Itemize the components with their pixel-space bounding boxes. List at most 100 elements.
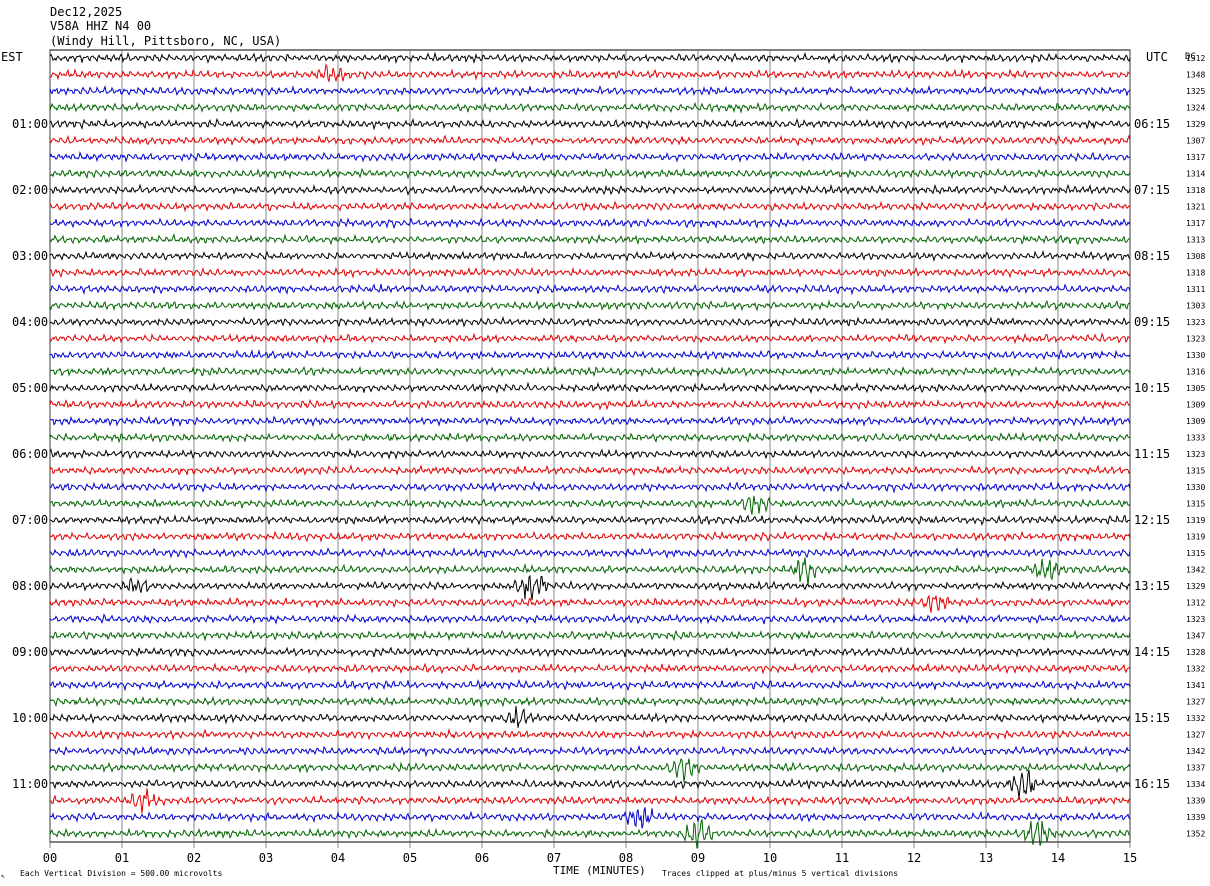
dc-offset-label: 1323	[1186, 615, 1205, 624]
trace-line	[49, 101, 1131, 114]
x-tick-label: 07	[547, 851, 561, 865]
right-hour-label: 12:15	[1134, 513, 1170, 527]
trace-line	[49, 249, 1131, 263]
trace-line	[49, 646, 1131, 658]
dc-offset-label: 1315	[1186, 467, 1205, 476]
dc-offset-label: 1318	[1186, 269, 1205, 278]
trace-line	[49, 769, 1131, 800]
left-hour-label: 04:00	[12, 315, 48, 329]
right-hour-label: 13:15	[1134, 579, 1170, 593]
dc-offset-label: 1330	[1186, 351, 1205, 360]
trace-line	[49, 217, 1131, 230]
trace-line	[49, 117, 1131, 131]
right-hour-label: 09:15	[1134, 315, 1170, 329]
left-hour-label: 05:00	[12, 381, 48, 395]
dc-label: DC	[1185, 52, 1196, 62]
dc-offset-label: 1313	[1186, 236, 1205, 245]
dc-offset-label: 1347	[1186, 632, 1205, 641]
trace-group	[49, 51, 1131, 849]
trace-line	[49, 546, 1131, 559]
right-hour-label: 07:15	[1134, 183, 1170, 197]
x-tick-label: 06	[475, 851, 489, 865]
dc-offset-label: 1316	[1186, 368, 1205, 377]
trace-line	[49, 513, 1131, 527]
x-tick-label: 00	[43, 851, 57, 865]
trace-line	[49, 819, 1131, 849]
x-tick-label: 04	[331, 851, 345, 865]
trace-line	[49, 788, 1131, 814]
x-tick-label: 02	[187, 851, 201, 865]
trace-line	[49, 299, 1131, 312]
trace-line	[49, 183, 1131, 197]
header-date: Dec12,2025	[50, 5, 122, 19]
dc-offset-label: 1323	[1186, 318, 1205, 327]
x-tick-label: 15	[1123, 851, 1137, 865]
dc-offset-label: 1308	[1186, 252, 1205, 261]
trace-line	[49, 398, 1131, 411]
header-location: (Windy Hill, Pittsboro, NC, USA)	[50, 34, 281, 48]
trace-line	[49, 530, 1131, 543]
x-tick-label: 13	[979, 851, 993, 865]
dc-offset-label: 1327	[1186, 698, 1205, 707]
trace-line	[49, 744, 1130, 758]
trace-line	[49, 695, 1131, 708]
trace-line	[49, 316, 1131, 328]
dc-offset-label: 1324	[1186, 104, 1205, 113]
left-hour-label: 10:00	[12, 711, 48, 725]
trace-line	[49, 167, 1131, 180]
dc-offset-label: 1329	[1186, 120, 1205, 129]
right-hour-label: 08:15	[1134, 249, 1170, 263]
trace-line	[49, 348, 1131, 361]
trace-line	[49, 613, 1131, 625]
trace-line	[49, 758, 1131, 783]
trace-line	[49, 594, 1130, 613]
trace-line	[49, 51, 1131, 65]
dc-offset-label: 1332	[1186, 714, 1205, 723]
dc-offset-label: 1332	[1186, 665, 1205, 674]
trace-line	[49, 431, 1131, 444]
dc-offset-label: 1318	[1186, 186, 1205, 195]
left-hour-label: 11:00	[12, 777, 48, 791]
dc-offset-label: 1305	[1186, 384, 1205, 393]
trace-line	[49, 480, 1131, 494]
dc-offset-label: 1333	[1186, 434, 1205, 443]
right-hour-label: 11:15	[1134, 447, 1170, 461]
dc-offset-label: 1303	[1186, 302, 1205, 311]
scale-note: Each Vertical Division = 500.00 microvol…	[20, 869, 222, 878]
trace-line	[49, 447, 1131, 460]
dc-offset-label: 1315	[1186, 549, 1205, 558]
trace-line	[49, 727, 1131, 741]
left-hour-label: 09:00	[12, 645, 48, 659]
dc-offset-label: 1325	[1186, 87, 1205, 96]
trace-line	[49, 233, 1131, 246]
dc-offset-label: 1327	[1186, 731, 1205, 740]
trace-line	[49, 662, 1131, 675]
right-hour-label: 10:15	[1134, 381, 1170, 395]
left-hour-label: 02:00	[12, 183, 48, 197]
dc-offset-label: 1319	[1186, 533, 1205, 542]
dc-offset-label: 1319	[1186, 516, 1205, 525]
right-hour-label: 14:15	[1134, 645, 1170, 659]
dc-offset-label: 1317	[1186, 153, 1205, 162]
trace-line	[49, 629, 1131, 642]
trace-line	[49, 84, 1131, 98]
right-hour-label: 15:15	[1134, 711, 1170, 725]
dc-offset-label: 1323	[1186, 335, 1205, 344]
dc-offset-label: 1314	[1186, 170, 1205, 179]
right-timezone-label: UTC	[1146, 50, 1168, 64]
dc-offset-label: 1309	[1186, 401, 1205, 410]
trace-line	[49, 365, 1131, 378]
x-tick-label: 01	[115, 851, 129, 865]
left-hour-label: 08:00	[12, 579, 48, 593]
minute-grid	[49, 50, 1131, 848]
trace-line	[49, 574, 1131, 601]
trace-line	[49, 283, 1131, 296]
x-tick-label: 10	[763, 851, 777, 865]
clip-note: Traces clipped at plus/minus 5 vertical …	[662, 869, 898, 878]
dc-offset-label: 1348	[1186, 71, 1205, 80]
plot-frame	[49, 49, 1131, 843]
trace-line	[49, 332, 1131, 345]
x-tick-label: 11	[835, 851, 849, 865]
x-tick-label: 14	[1051, 851, 1065, 865]
corner-mark: ↖	[1, 872, 5, 880]
